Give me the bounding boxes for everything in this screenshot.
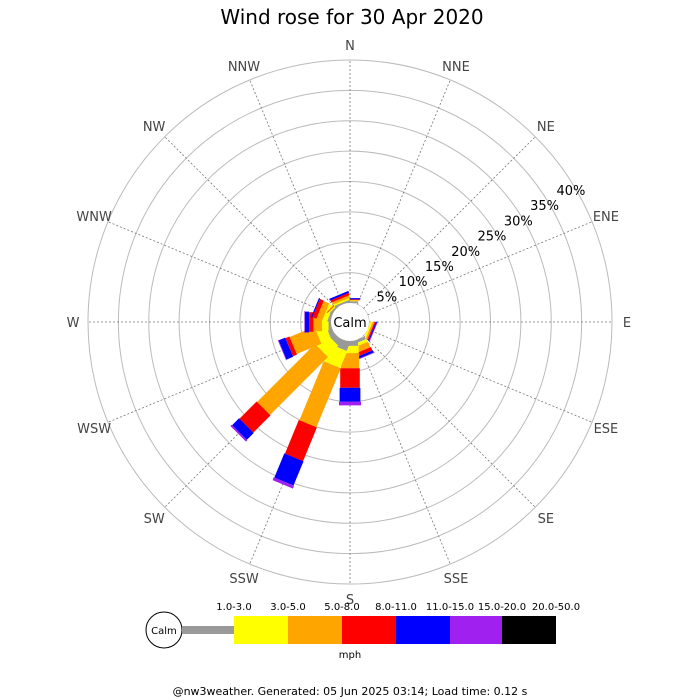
bar-wnw-bin-4 — [311, 297, 321, 318]
direction-label-se: SE — [538, 512, 554, 527]
bar-ssw-bin-3 — [284, 420, 317, 462]
bar-sw-bin-3 — [239, 401, 271, 433]
ring-25 — [178, 150, 522, 494]
direction-labels: N NNE NE ENE E ESE SE SSE S SSW SW WSW W WNW NW NNW — [67, 39, 632, 608]
bar-wsw-bin-2 — [289, 326, 322, 354]
legend-label-5: 15.0-20.0 — [478, 602, 526, 613]
bar-sw-bin-2 — [257, 344, 328, 415]
bar-nnw-bin-4 — [329, 290, 350, 301]
bar-ssw-bin-2 — [299, 361, 341, 428]
legend-label-0: 1.0-3.0 — [216, 602, 251, 613]
bar-nnw-bin-1 — [333, 297, 350, 307]
legend-label-6: 20.0-50.0 — [532, 602, 580, 613]
direction-label-sw: SW — [144, 512, 165, 527]
direction-label-n: N — [345, 39, 355, 54]
spoke-nnw — [249, 79, 344, 305]
bar-sw-bin-5 — [230, 424, 248, 442]
bar-s-bin-2 — [340, 353, 360, 369]
ring-label-10: 10% — [399, 275, 428, 290]
spoke-wnw — [107, 221, 333, 316]
bar-s-bin-5 — [339, 401, 361, 406]
spoke-sse — [356, 339, 451, 565]
bar-nnw-bin-0 — [334, 299, 351, 308]
bar-wsw-bin-5 — [277, 339, 287, 361]
legend-swatch-4 — [396, 616, 450, 644]
bar-sw-bin-4 — [232, 418, 254, 440]
direction-label-e: E — [623, 316, 631, 331]
calm-center — [331, 303, 369, 341]
bar-sse-bin-5 — [354, 352, 375, 362]
spoke-nw — [164, 136, 337, 309]
legend-swatch-6 — [502, 616, 556, 644]
chart-title: Wind rose for 30 Apr 2020 — [220, 5, 483, 29]
direction-label-w: W — [67, 316, 80, 331]
direction-label-nne: NNE — [442, 60, 470, 75]
radial-tick-labels: 5%10%15%20%25%30%35%40% — [376, 184, 585, 305]
direction-label-s: S — [346, 593, 354, 608]
bar-ese-bin-4 — [368, 321, 378, 342]
ring-40 — [87, 59, 613, 585]
legend-unit-label: mph — [339, 650, 361, 661]
legend-swatch-2 — [288, 616, 342, 644]
direction-label-sse: SSE — [444, 572, 469, 587]
spoke-nne — [356, 79, 451, 305]
ring-label-35: 35% — [530, 199, 559, 214]
spoke-ene — [367, 221, 593, 316]
legend-swatch-5 — [450, 616, 502, 644]
direction-label-nw: NW — [143, 120, 166, 135]
direction-label-ese: ESE — [594, 422, 619, 437]
calm-center-label: Calm — [333, 316, 366, 331]
bar-wsw-bin-4 — [278, 337, 294, 360]
direction-label-wnw: WNW — [76, 210, 112, 225]
ring-label-5: 5% — [376, 290, 397, 305]
spoke-ese — [367, 328, 593, 423]
legend-swatch-0 — [182, 626, 234, 634]
bar-nnw-bin-3 — [330, 292, 350, 303]
spoke-se — [363, 335, 536, 508]
direction-label-ene: ENE — [593, 210, 619, 225]
direction-label-ssw: SSW — [229, 572, 259, 587]
legend-swatch-3 — [342, 616, 396, 644]
bar-wnw-bin-2 — [316, 301, 330, 321]
bar-ese-bin-1 — [364, 321, 373, 338]
legend-label-2: 5.0-8.0 — [324, 602, 359, 613]
legend-label-3: 8.0-11.0 — [375, 602, 417, 613]
ring-label-15: 15% — [425, 260, 454, 275]
bar-ese-bin-5 — [369, 321, 378, 342]
ring-label-30: 30% — [504, 214, 533, 229]
wind-bars — [230, 290, 378, 489]
direction-label-nnw: NNW — [228, 60, 260, 75]
ring-15 — [239, 211, 461, 433]
speed-legend: Calm 1.0-3.0 3.0-5.0 5.0-8.0 8.0-11.0 11.0-1… — [145, 602, 580, 661]
ring-label-25: 25% — [478, 230, 507, 245]
bar-ssw-bin-5 — [272, 477, 295, 489]
direction-label-wsw: WSW — [77, 422, 111, 437]
legend-calm-label: Calm — [151, 626, 177, 637]
bar-ese-bin-2 — [365, 321, 375, 340]
bar-w-bin-4 — [304, 311, 310, 333]
legend-label-1: 3.0-5.0 — [270, 602, 305, 613]
legend-label-4: 11.0-15.0 — [426, 602, 474, 613]
ring-label-20: 20% — [451, 245, 480, 260]
bar-s-bin-4 — [339, 387, 361, 402]
spoke-ne — [363, 136, 536, 309]
ring-label-40: 40% — [556, 184, 585, 199]
legend-swatch-1 — [234, 616, 288, 644]
bar-wnw-bin-3 — [312, 298, 324, 319]
ring-30 — [148, 120, 552, 524]
bar-w-bin-5 — [304, 311, 305, 333]
bar-ese-bin-3 — [367, 321, 376, 341]
direction-label-ne: NE — [537, 120, 555, 135]
bar-nnw-bin-2 — [331, 295, 350, 305]
bar-s-bin-3 — [340, 368, 360, 388]
bar-ssw-bin-4 — [274, 453, 304, 486]
footer-text: @nw3weather. Generated: 05 Jun 2025 03:1… — [173, 685, 528, 698]
bar-wsw-bin-3 — [285, 336, 297, 357]
